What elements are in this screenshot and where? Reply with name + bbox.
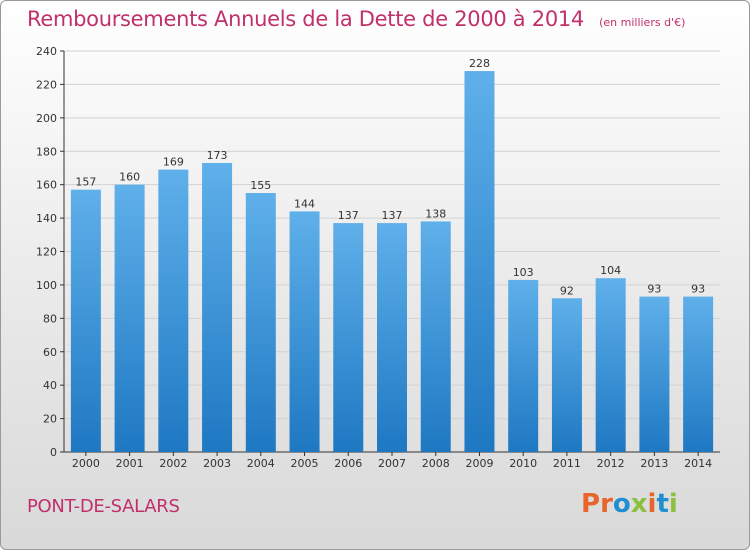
bar-2010 bbox=[508, 279, 539, 452]
data-label-2009: 228 bbox=[469, 57, 490, 70]
data-label-2006: 137 bbox=[338, 209, 359, 222]
data-label-2005: 144 bbox=[294, 197, 315, 210]
logo-letter: i bbox=[647, 489, 657, 519]
x-tick-label-2004: 2004 bbox=[247, 457, 275, 470]
bar-2012 bbox=[595, 278, 626, 452]
data-label-2001: 160 bbox=[119, 171, 140, 184]
logo-letter: P bbox=[581, 489, 601, 519]
x-tick-label-2000: 2000 bbox=[72, 457, 100, 470]
x-tick-label-2007: 2007 bbox=[378, 457, 406, 470]
data-labels: 157 160 169 173 155 144 137 137 138 228 103 92 104 93… bbox=[75, 57, 705, 297]
bar-2002 bbox=[158, 169, 189, 453]
logo-letter: t bbox=[656, 489, 669, 519]
bar-2004 bbox=[245, 193, 276, 453]
bar-2011 bbox=[551, 298, 582, 452]
bar-2009 bbox=[464, 71, 495, 453]
x-tick-label-2010: 2010 bbox=[509, 457, 537, 470]
x-tick-label-2012: 2012 bbox=[597, 457, 625, 470]
data-label-2004: 155 bbox=[250, 179, 271, 192]
logo-letter: x bbox=[630, 489, 648, 519]
x-tick-label-2011: 2011 bbox=[553, 457, 581, 470]
x-tick-label-2006: 2006 bbox=[334, 457, 362, 470]
x-tick-label-2009: 2009 bbox=[465, 457, 493, 470]
bar-2006 bbox=[333, 223, 364, 452]
data-label-2008: 138 bbox=[425, 207, 446, 220]
bar-2014 bbox=[683, 296, 714, 452]
y-tick-label: 60 bbox=[43, 346, 57, 359]
bar-2005 bbox=[289, 211, 320, 452]
logo-letter: o bbox=[612, 489, 631, 519]
data-label-2014: 93 bbox=[691, 283, 705, 296]
proxiti-logo: Proxiti bbox=[581, 489, 678, 519]
x-tick-label-2008: 2008 bbox=[422, 457, 450, 470]
bars bbox=[70, 71, 714, 453]
data-label-2011: 92 bbox=[560, 284, 574, 297]
y-tick-label: 20 bbox=[43, 413, 57, 426]
chart-subtitle: (en milliers d'€) bbox=[599, 16, 686, 29]
y-tick-label: 120 bbox=[36, 246, 57, 259]
data-label-2012: 104 bbox=[600, 264, 621, 277]
data-label-2007: 137 bbox=[382, 209, 403, 222]
chart-title-block: Remboursements Annuels de la Dette de 20… bbox=[27, 7, 685, 31]
logo-letter: i bbox=[668, 489, 678, 519]
y-tick-label: 240 bbox=[36, 45, 57, 58]
x-tick-label-2002: 2002 bbox=[159, 457, 187, 470]
y-tick-label: 180 bbox=[36, 145, 57, 158]
bar-2007 bbox=[377, 223, 407, 452]
data-label-2013: 93 bbox=[647, 283, 661, 296]
chart-title: Remboursements Annuels de la Dette de 20… bbox=[27, 7, 584, 31]
bar-2013 bbox=[639, 296, 670, 452]
bar-2008 bbox=[420, 221, 451, 452]
y-tick-label: 80 bbox=[43, 312, 57, 325]
x-tick-label-2001: 2001 bbox=[116, 457, 144, 470]
data-label-2000: 157 bbox=[75, 176, 96, 189]
axes: 0 20 40 60 80 100 120 140 160 180 200 220 240 2000 200… bbox=[36, 45, 720, 470]
x-tick-label-2005: 2005 bbox=[291, 457, 319, 470]
x-tick-label-2013: 2013 bbox=[640, 457, 668, 470]
bar-2001 bbox=[114, 184, 145, 452]
y-tick-label: 40 bbox=[43, 379, 57, 392]
data-label-2003: 173 bbox=[207, 149, 228, 162]
bar-2000 bbox=[70, 189, 101, 452]
y-tick-label: 160 bbox=[36, 179, 57, 192]
logo-letter: r bbox=[600, 489, 613, 519]
bar-2003 bbox=[202, 162, 233, 452]
x-tick-label-2014: 2014 bbox=[684, 457, 712, 470]
y-tick-label: 220 bbox=[36, 78, 57, 91]
y-tick-label: 100 bbox=[36, 279, 57, 292]
data-label-2002: 169 bbox=[163, 156, 184, 169]
y-tick-label: 0 bbox=[50, 446, 57, 459]
data-label-2010: 103 bbox=[513, 266, 534, 279]
location-name: PONT-DE-SALARS bbox=[27, 496, 180, 517]
y-tick-label: 140 bbox=[36, 212, 57, 225]
x-tick-label-2003: 2003 bbox=[203, 457, 231, 470]
y-tick-label: 200 bbox=[36, 112, 57, 125]
